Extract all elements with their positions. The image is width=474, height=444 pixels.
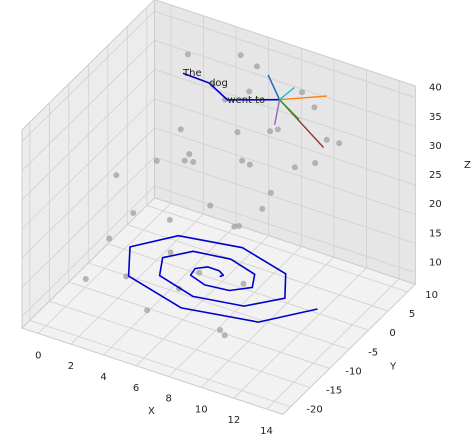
y-axis-label: Y bbox=[389, 361, 397, 372]
point bbox=[237, 52, 244, 59]
grid-line bbox=[154, 185, 416, 273]
grid-line bbox=[21, 156, 155, 288]
point bbox=[231, 223, 238, 230]
grid-line bbox=[154, 156, 416, 244]
point bbox=[130, 209, 137, 216]
x-tick-label: 4 bbox=[100, 372, 106, 383]
point bbox=[239, 157, 246, 164]
point bbox=[254, 63, 260, 70]
point bbox=[184, 51, 191, 58]
z-tick-label: 20 bbox=[429, 199, 442, 210]
point bbox=[234, 129, 241, 136]
point bbox=[123, 273, 130, 280]
grid-line bbox=[107, 243, 369, 331]
point bbox=[274, 126, 281, 133]
vector bbox=[279, 87, 295, 101]
vector bbox=[279, 99, 300, 121]
x-tick-label: 2 bbox=[68, 361, 74, 372]
point bbox=[311, 104, 318, 111]
point bbox=[267, 128, 274, 135]
point bbox=[323, 136, 330, 143]
grid-line bbox=[68, 281, 330, 369]
y-tick-label: -5 bbox=[368, 347, 378, 358]
x-tick-label: 8 bbox=[166, 394, 172, 405]
point bbox=[181, 157, 188, 164]
x-tick-label: 10 bbox=[195, 404, 208, 415]
y-tick-label: 0 bbox=[389, 328, 395, 339]
y-tick-label: 5 bbox=[409, 309, 415, 320]
grid-line bbox=[21, 40, 155, 171]
point bbox=[207, 202, 214, 209]
point bbox=[177, 126, 184, 133]
point bbox=[153, 157, 160, 164]
point bbox=[82, 276, 89, 283]
z-tick-label: 40 bbox=[429, 83, 442, 94]
z-tick-label: 25 bbox=[429, 170, 442, 181]
z-tick-label: 10 bbox=[429, 258, 442, 269]
y-tick-label: -10 bbox=[345, 366, 361, 377]
grid-line bbox=[21, 185, 155, 317]
point bbox=[336, 140, 343, 147]
vector bbox=[273, 99, 281, 125]
annotation: went to bbox=[227, 95, 265, 106]
line bbox=[127, 234, 318, 323]
point bbox=[106, 235, 113, 242]
point bbox=[259, 205, 266, 212]
y-tick-label: -15 bbox=[326, 386, 342, 397]
point bbox=[186, 151, 193, 158]
grid-line bbox=[29, 319, 291, 408]
vector bbox=[267, 74, 281, 100]
point bbox=[144, 307, 151, 314]
grid-line bbox=[154, 98, 416, 186]
grid-line bbox=[154, 69, 416, 157]
point bbox=[235, 223, 242, 230]
x-tick-label: 12 bbox=[228, 415, 241, 426]
point bbox=[217, 327, 224, 334]
point bbox=[240, 280, 247, 287]
annotation: The bbox=[182, 68, 202, 79]
x-tick-label: 0 bbox=[35, 350, 41, 361]
z-tick-label: 30 bbox=[429, 141, 442, 152]
grid-line bbox=[21, 69, 155, 201]
point bbox=[291, 164, 298, 171]
grid-line bbox=[154, 10, 416, 98]
point bbox=[190, 158, 197, 165]
point bbox=[246, 88, 253, 95]
point bbox=[267, 189, 274, 196]
x-axis-label: X bbox=[148, 406, 155, 417]
z-tick-label: 15 bbox=[429, 228, 442, 239]
point bbox=[196, 269, 203, 276]
x-tick-label: 6 bbox=[133, 383, 139, 394]
point bbox=[246, 161, 253, 168]
grid-line bbox=[21, 98, 155, 230]
annotation: dog bbox=[209, 78, 228, 89]
point bbox=[299, 89, 305, 96]
grid-line bbox=[146, 205, 408, 293]
vector bbox=[279, 95, 327, 101]
grid-line bbox=[21, 10, 155, 142]
y-tick-label: -20 bbox=[306, 405, 322, 416]
y-tick-label: 10 bbox=[425, 290, 438, 301]
grid-line bbox=[154, 39, 416, 128]
grid-line bbox=[49, 300, 311, 388]
point bbox=[113, 172, 120, 179]
line bbox=[182, 72, 280, 101]
grid-line bbox=[21, 127, 155, 259]
point bbox=[312, 159, 319, 166]
x-tick-label: 14 bbox=[260, 426, 273, 437]
z-axis-label: Z bbox=[464, 160, 471, 171]
point bbox=[167, 249, 174, 256]
point bbox=[166, 216, 173, 223]
z-tick-label: 35 bbox=[429, 112, 442, 123]
grid-line bbox=[154, 127, 416, 215]
point bbox=[221, 332, 228, 339]
grid-line bbox=[127, 224, 389, 312]
